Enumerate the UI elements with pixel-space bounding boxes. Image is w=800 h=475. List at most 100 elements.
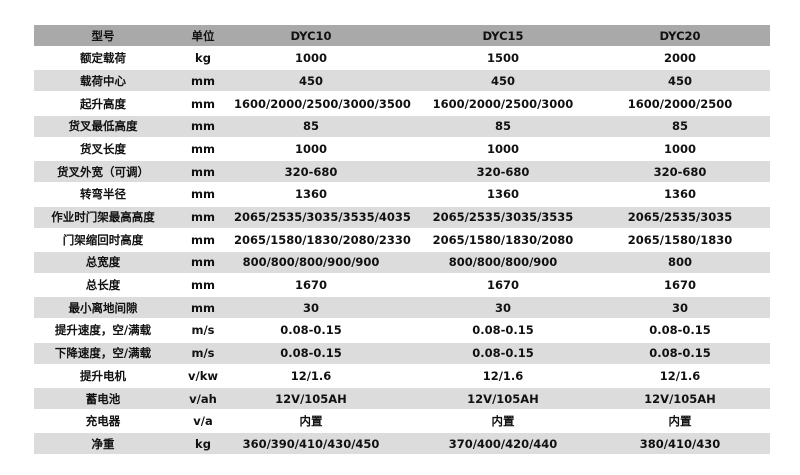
cell-model: 最小离地间隙 — [68, 300, 138, 315]
cell-dyc15: 1600/2000/2500/3000 — [432, 96, 574, 111]
cell-dyc10: 0.08-0.15 — [280, 323, 342, 338]
cell-model: 载荷中心 — [80, 73, 126, 88]
header-cell-model: 型号 — [91, 28, 115, 43]
cell-dyc15: 0.08-0.15 — [472, 323, 534, 338]
table-row: 蓄电池 v/ah 12V/105AH 12V/105AH 12V/105AH — [34, 388, 770, 409]
cell-dyc20: 1000 — [663, 141, 696, 156]
cell-unit: m/s — [191, 346, 215, 361]
cell-dyc10: 1600/2000/2500/3000/3500 — [234, 96, 411, 111]
table-row: 提升电机 v/kw 12/1.6 12/1.6 12/1.6 — [34, 365, 770, 386]
cell-dyc15: 1000 — [486, 141, 519, 156]
cell-model: 货叉最低高度 — [68, 119, 138, 134]
cell-unit: v/ah — [189, 391, 217, 406]
table-row: 最小离地间隙 mm 30 30 30 — [34, 297, 770, 319]
cell-unit: mm — [191, 210, 215, 224]
cell-unit: mm — [191, 255, 215, 270]
cell-dyc10: 1670 — [294, 278, 327, 293]
header-cell-dyc20: DYC20 — [659, 28, 701, 43]
cell-model: 净重 — [91, 436, 115, 451]
cell-model: 作业时门架最高高度 — [51, 210, 155, 224]
cell-dyc20: 2065/1580/1830 — [627, 232, 733, 247]
cell-dyc10: 1360 — [294, 187, 327, 202]
cell-dyc20: 1670 — [663, 278, 696, 293]
cell-dyc15: 1670 — [486, 278, 519, 293]
cell-dyc10: 0.08-0.15 — [280, 346, 342, 361]
cell-unit: mm — [191, 300, 215, 315]
table-header: 型号 单位 DYC10 DYC15 DYC20 — [34, 25, 770, 46]
cell-model: 下降速度，空/满载 — [54, 346, 152, 361]
cell-dyc15: 1360 — [486, 187, 519, 202]
header-cell-dyc10: DYC10 — [290, 28, 332, 43]
header-cell-unit: 单位 — [191, 28, 215, 43]
table-row: 货叉外宽（可调） mm 320-680 320-680 320-680 — [34, 161, 770, 183]
cell-dyc15: 85 — [494, 119, 511, 134]
cell-dyc10: 320-680 — [284, 164, 338, 179]
cell-unit: mm — [191, 119, 215, 134]
table-row: 货叉长度 mm 1000 1000 1000 — [34, 138, 770, 159]
cell-dyc15: 320-680 — [476, 164, 530, 179]
cell-unit: mm — [191, 232, 215, 247]
table-row: 额定载荷 kg 1000 1500 2000 — [34, 48, 770, 69]
table-row: 总宽度 mm 800/800/800/900/900 800/800/800/900 8… — [34, 251, 770, 273]
cell-dyc10: 12/1.6 — [290, 368, 332, 383]
cell-dyc10: 2065/2535/3035/3535/4035 — [234, 210, 411, 224]
table-row: 门架缩回时高度 mm 2065/1580/1830/2080/2330 2065/15… — [34, 229, 770, 250]
cell-model: 起升高度 — [80, 96, 126, 111]
cell-dyc10: 450 — [298, 73, 323, 88]
cell-dyc10: 1000 — [294, 141, 327, 156]
header-cell-dyc15: DYC15 — [482, 28, 524, 43]
cell-model: 蓄电池 — [85, 391, 121, 406]
cell-unit: kg — [195, 51, 211, 66]
cell-model: 总宽度 — [85, 255, 121, 270]
cell-model: 提升速度，空/满载 — [54, 323, 152, 338]
cell-unit: mm — [191, 164, 215, 179]
cell-dyc20: 320-680 — [653, 164, 707, 179]
cell-dyc20: 1360 — [663, 187, 696, 202]
cell-unit: mm — [191, 96, 215, 111]
cell-unit: mm — [191, 141, 215, 156]
table-row: 载荷中心 mm 450 450 450 — [34, 70, 770, 92]
cell-dyc10: 360/390/410/430/450 — [242, 436, 380, 451]
cell-dyc20: 0.08-0.15 — [649, 323, 711, 338]
cell-model: 提升电机 — [80, 368, 126, 383]
cell-unit: m/s — [191, 323, 215, 338]
cell-dyc20: 85 — [671, 119, 688, 134]
cell-dyc15: 内置 — [491, 414, 515, 429]
cell-dyc20: 380/410/430 — [639, 436, 721, 451]
cell-dyc20: 0.08-0.15 — [649, 346, 711, 361]
cell-dyc20: 2000 — [663, 51, 696, 66]
cell-dyc20: 12/1.6 — [659, 368, 701, 383]
cell-dyc15: 370/400/420/440 — [448, 436, 558, 451]
cell-model: 转弯半径 — [80, 187, 126, 202]
cell-dyc15: 450 — [490, 73, 515, 88]
cell-dyc10: 2065/1580/1830/2080/2330 — [234, 232, 411, 247]
cell-dyc15: 800/800/800/900 — [448, 255, 558, 270]
cell-unit: mm — [191, 278, 215, 293]
cell-dyc20: 12V/105AH — [644, 391, 716, 406]
cell-dyc10: 内置 — [299, 414, 323, 429]
table-row: 作业时门架最高高度 mm 2065/2535/3035/3535/4035 2065/… — [34, 206, 770, 228]
table-row: 充电器 v/a 内置 内置 内置 — [34, 411, 770, 432]
cell-dyc10: 1000 — [294, 51, 327, 66]
cell-dyc10: 30 — [302, 300, 319, 315]
cell-dyc15: 30 — [494, 300, 511, 315]
cell-dyc20: 2065/2535/3035 — [627, 210, 733, 224]
cell-model: 额定载荷 — [80, 51, 126, 66]
cell-dyc20: 内置 — [668, 414, 692, 429]
cell-unit: mm — [191, 187, 215, 202]
cell-model: 门架缩回时高度 — [62, 232, 144, 247]
cell-dyc10: 12V/105AH — [275, 391, 347, 406]
spec-table: 型号 单位 DYC10 DYC15 DYC20 额定载荷 kg 1000 1500 2000 载荷中… — [34, 25, 770, 456]
table-row: 总长度 mm 1670 1670 1670 — [34, 275, 770, 296]
table-row: 下降速度，空/满载 m/s 0.08-0.15 0.08-0.15 0.08-0.15 — [34, 342, 770, 364]
table-row: 净重 kg 360/390/410/430/450 370/400/420/440 38… — [34, 433, 770, 455]
cell-unit: kg — [195, 436, 211, 451]
cell-model: 货叉外宽（可调） — [57, 164, 149, 179]
cell-model: 货叉长度 — [80, 141, 126, 156]
cell-dyc15: 0.08-0.15 — [472, 346, 534, 361]
cell-dyc15: 2065/2535/3035/3535 — [432, 210, 574, 224]
cell-dyc15: 12/1.6 — [482, 368, 524, 383]
table-row: 提升速度，空/满载 m/s 0.08-0.15 0.08-0.15 0.08-0.15 — [34, 320, 770, 341]
cell-dyc20: 30 — [671, 300, 688, 315]
table-row: 货叉最低高度 mm 85 85 85 — [34, 115, 770, 137]
